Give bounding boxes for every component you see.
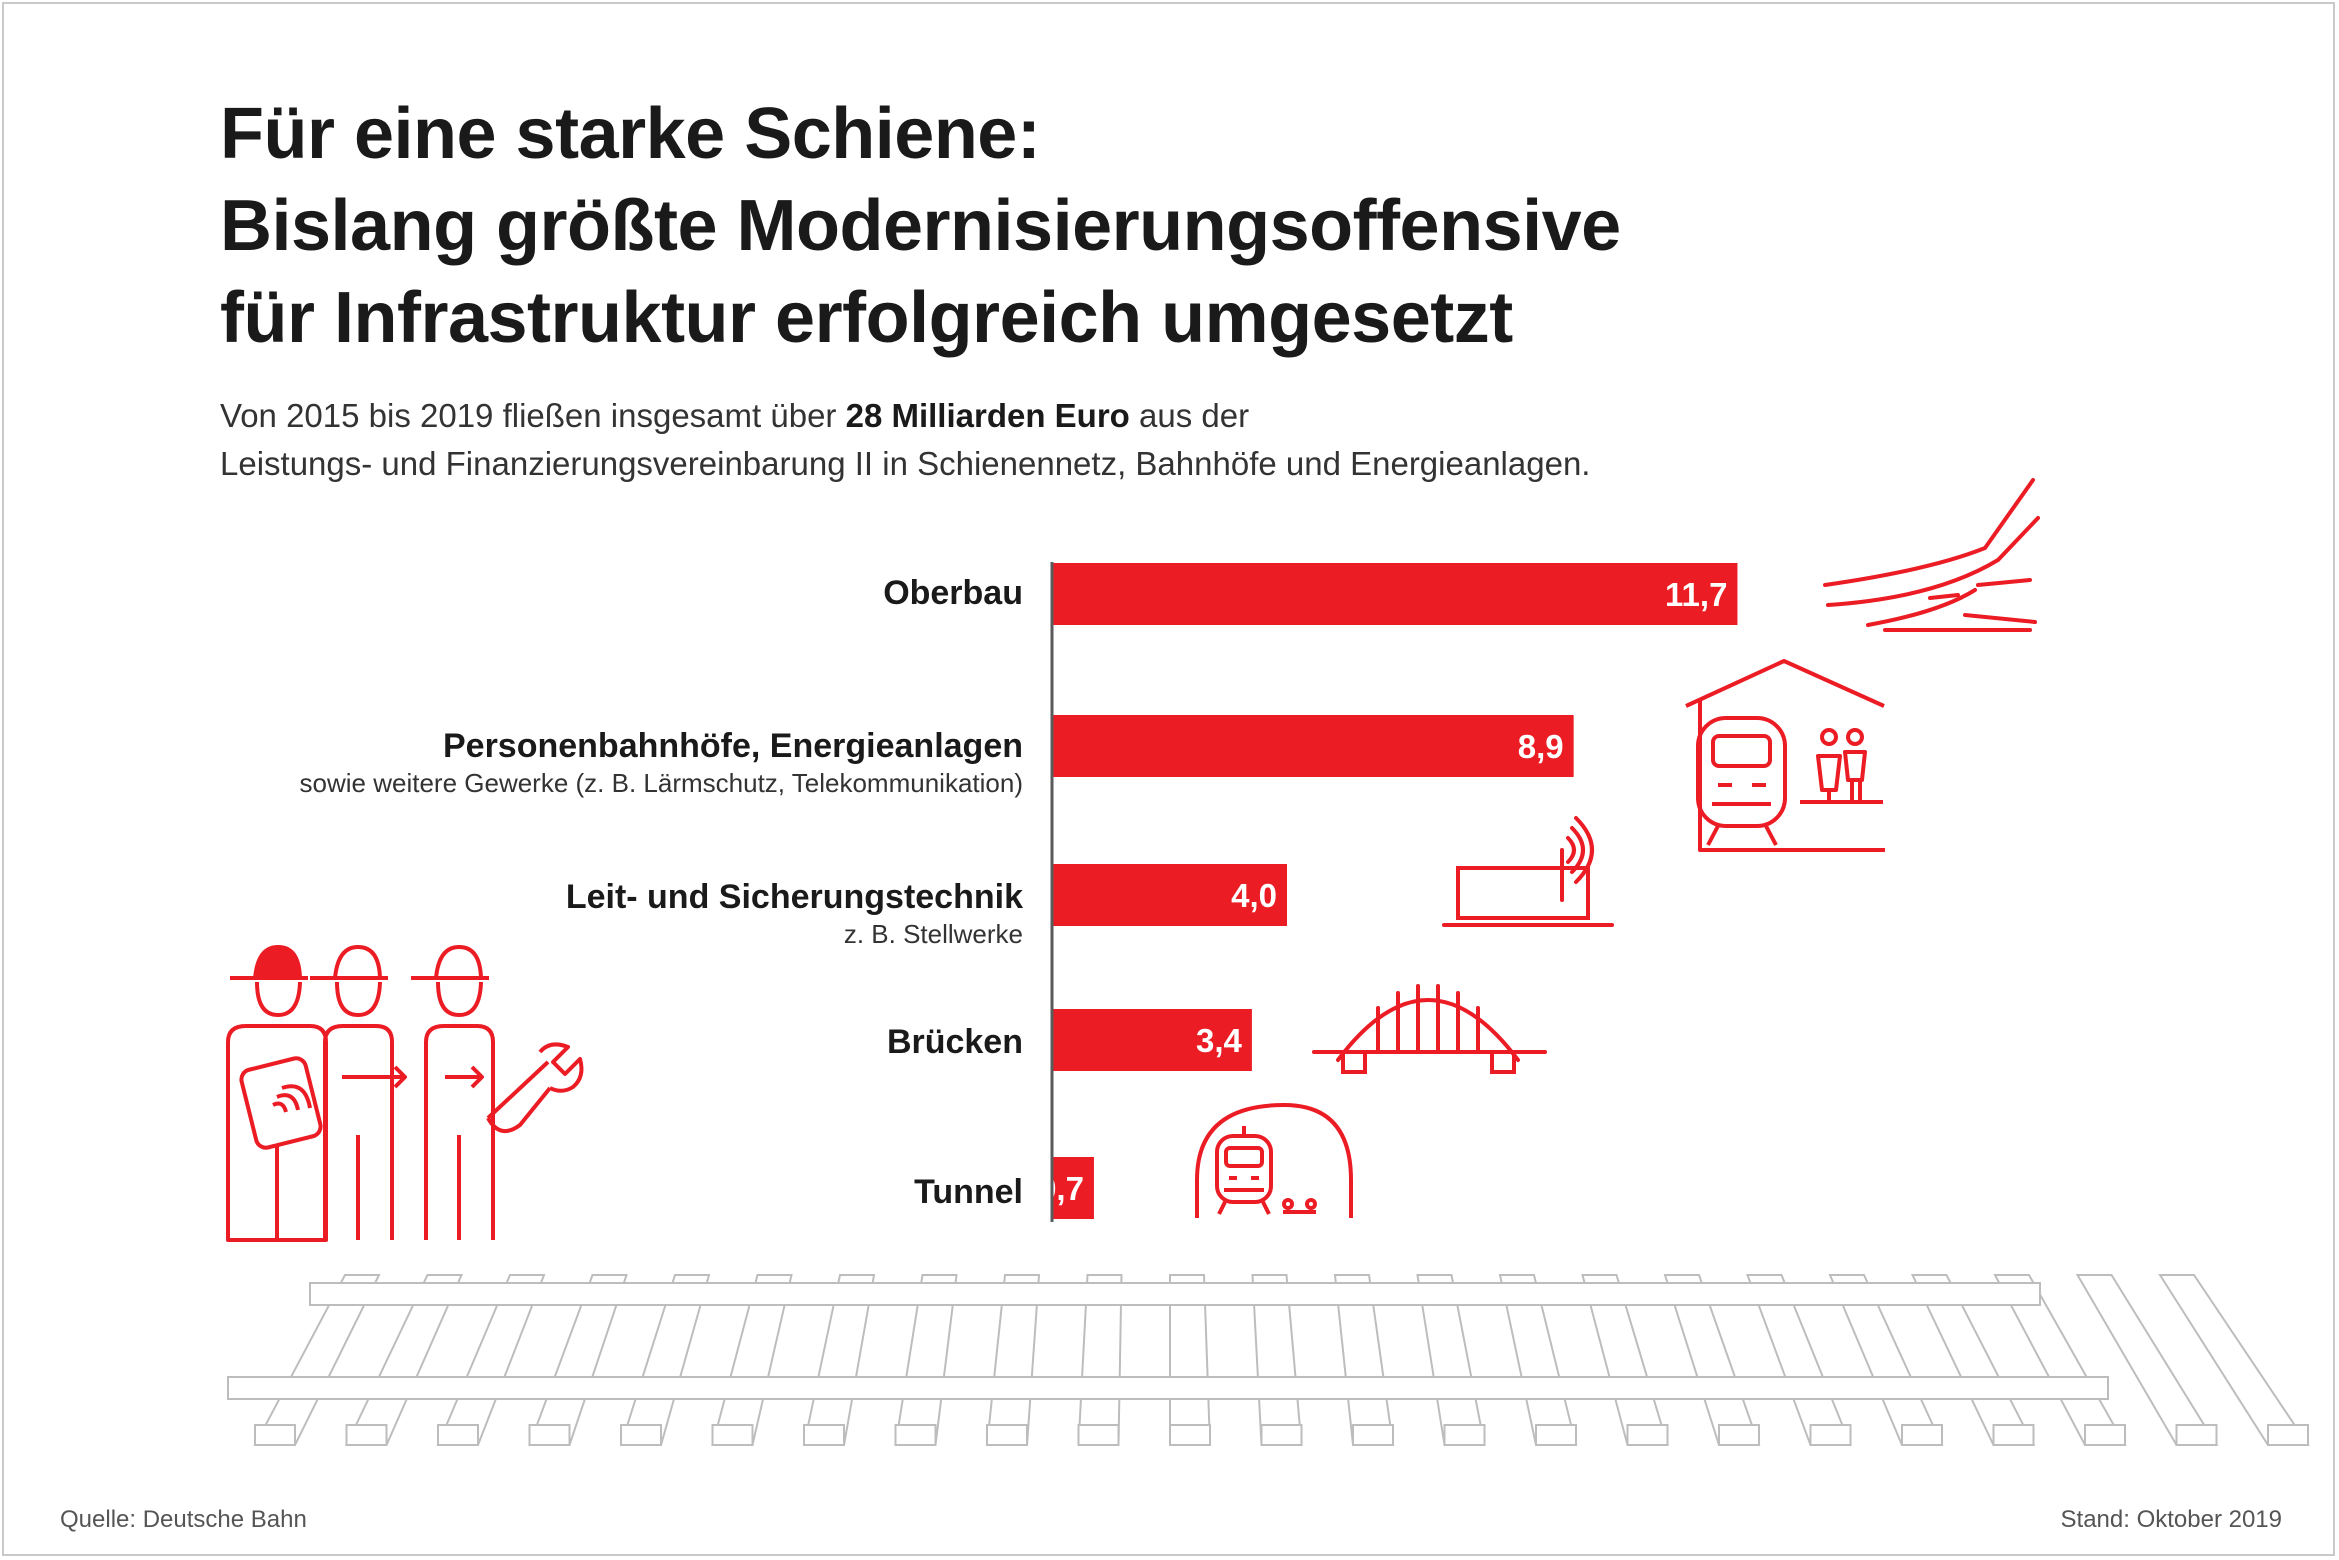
track-part — [1901, 1424, 1943, 1446]
track-part — [2267, 1424, 2309, 1446]
bar-value-label-1: 11,7 — [1665, 576, 1727, 613]
arch-bridge-icon — [1312, 984, 1547, 1074]
chart-title: Für eine starke Schiene: Bislang größte … — [220, 88, 1621, 364]
track-part — [2084, 1424, 2126, 1446]
subtitle-line-1: Von 2015 bis 2019 fließen insgesamt über… — [220, 392, 1590, 440]
track-part — [986, 1424, 1028, 1446]
title-line-2: Bislang größte Modernisierungsoffensive — [220, 186, 1621, 266]
subtitle-text-post: aus der — [1129, 397, 1250, 434]
track-part — [345, 1424, 388, 1446]
track-part — [620, 1424, 662, 1446]
track-switch-icon — [1823, 478, 2040, 632]
subtitle-highlight: 28 Milliarden Euro — [845, 397, 1130, 434]
track-part — [1535, 1424, 1577, 1446]
signal-tower-icon — [1442, 816, 1614, 927]
station-train-icon — [1685, 659, 1885, 852]
bar-value-label-2: 8,9 — [1518, 728, 1564, 765]
track-part — [1077, 1424, 1120, 1446]
subtitle-line-2: Leistungs- und Finanzierungsvereinbarung… — [220, 445, 1591, 482]
track-part — [227, 1376, 2109, 1400]
category-label-bruecken: Brücken — [887, 1022, 1023, 1062]
track-part — [711, 1424, 754, 1446]
category-label-leit-sicherungstechnik: Leit- und Sicherungstechnik z. B. Stellw… — [566, 877, 1023, 951]
track-part — [1626, 1424, 1669, 1446]
bar-value-label-3: 4,0 — [1231, 877, 1277, 914]
subtitle-text-pre: Von 2015 bis 2019 fließen insgesamt über — [220, 397, 846, 434]
track-part — [1992, 1424, 2035, 1446]
source-note: Quelle: Deutsche Bahn — [60, 1506, 307, 1533]
category-sublabel: sowie weitere Gewerke (z. B. Lärmschutz,… — [299, 768, 1023, 798]
track-part — [1260, 1424, 1303, 1446]
track-part — [1352, 1424, 1394, 1446]
category-label-tunnel: Tunnel — [914, 1172, 1023, 1212]
bar-4 — [1053, 1009, 1252, 1071]
track-part — [803, 1424, 845, 1446]
bar-1 — [1053, 563, 1738, 625]
chart-subtitle: Von 2015 bis 2019 fließen insgesamt über… — [220, 392, 1590, 488]
track-part — [309, 1282, 2041, 1306]
track-part — [437, 1424, 479, 1446]
track-part — [1809, 1424, 1852, 1446]
bar-value-label-5: 0,7 — [1038, 1170, 1084, 1207]
category-main-label: Leit- und Sicherungstechnik — [565, 878, 1023, 916]
tunnel-train-icon — [1195, 1103, 1353, 1218]
category-main-label: Tunnel — [914, 1173, 1023, 1211]
track-part — [1443, 1424, 1486, 1446]
bar-value-label-4: 3,4 — [1196, 1022, 1243, 1059]
date-note: Stand: Oktober 2019 — [2061, 1506, 2282, 1533]
workers-icon — [226, 945, 584, 1242]
bar-3 — [1053, 864, 1287, 926]
category-label-oberbau: Oberbau — [883, 573, 1023, 613]
category-main-label: Oberbau — [883, 574, 1023, 612]
category-main-label: Brücken — [886, 1023, 1023, 1061]
bar-5 — [1053, 1157, 1094, 1219]
bar-2 — [1053, 715, 1574, 777]
track-part — [1169, 1424, 1211, 1446]
title-line-3: für Infrastruktur erfolgreich umgesetzt — [220, 278, 1513, 358]
track-part — [528, 1424, 571, 1446]
railway-track-icon — [227, 1274, 2310, 1446]
title-line-1: Für eine starke Schiene: — [220, 94, 1041, 174]
bars-layer: 11,7 8,9 4,0 3,4 0,7 — [1038, 563, 1738, 1219]
category-label-personenbahnhoefe: Personenbahnhöfe, Energieanlagen sowie w… — [300, 726, 1023, 800]
track-part — [254, 1424, 296, 1446]
track-part — [1718, 1424, 1760, 1446]
track-part — [894, 1424, 937, 1446]
track-part — [2175, 1424, 2218, 1446]
category-sublabel: z. B. Stellwerke — [843, 919, 1023, 949]
category-main-label: Personenbahnhöfe, Energieanlagen — [442, 727, 1023, 765]
